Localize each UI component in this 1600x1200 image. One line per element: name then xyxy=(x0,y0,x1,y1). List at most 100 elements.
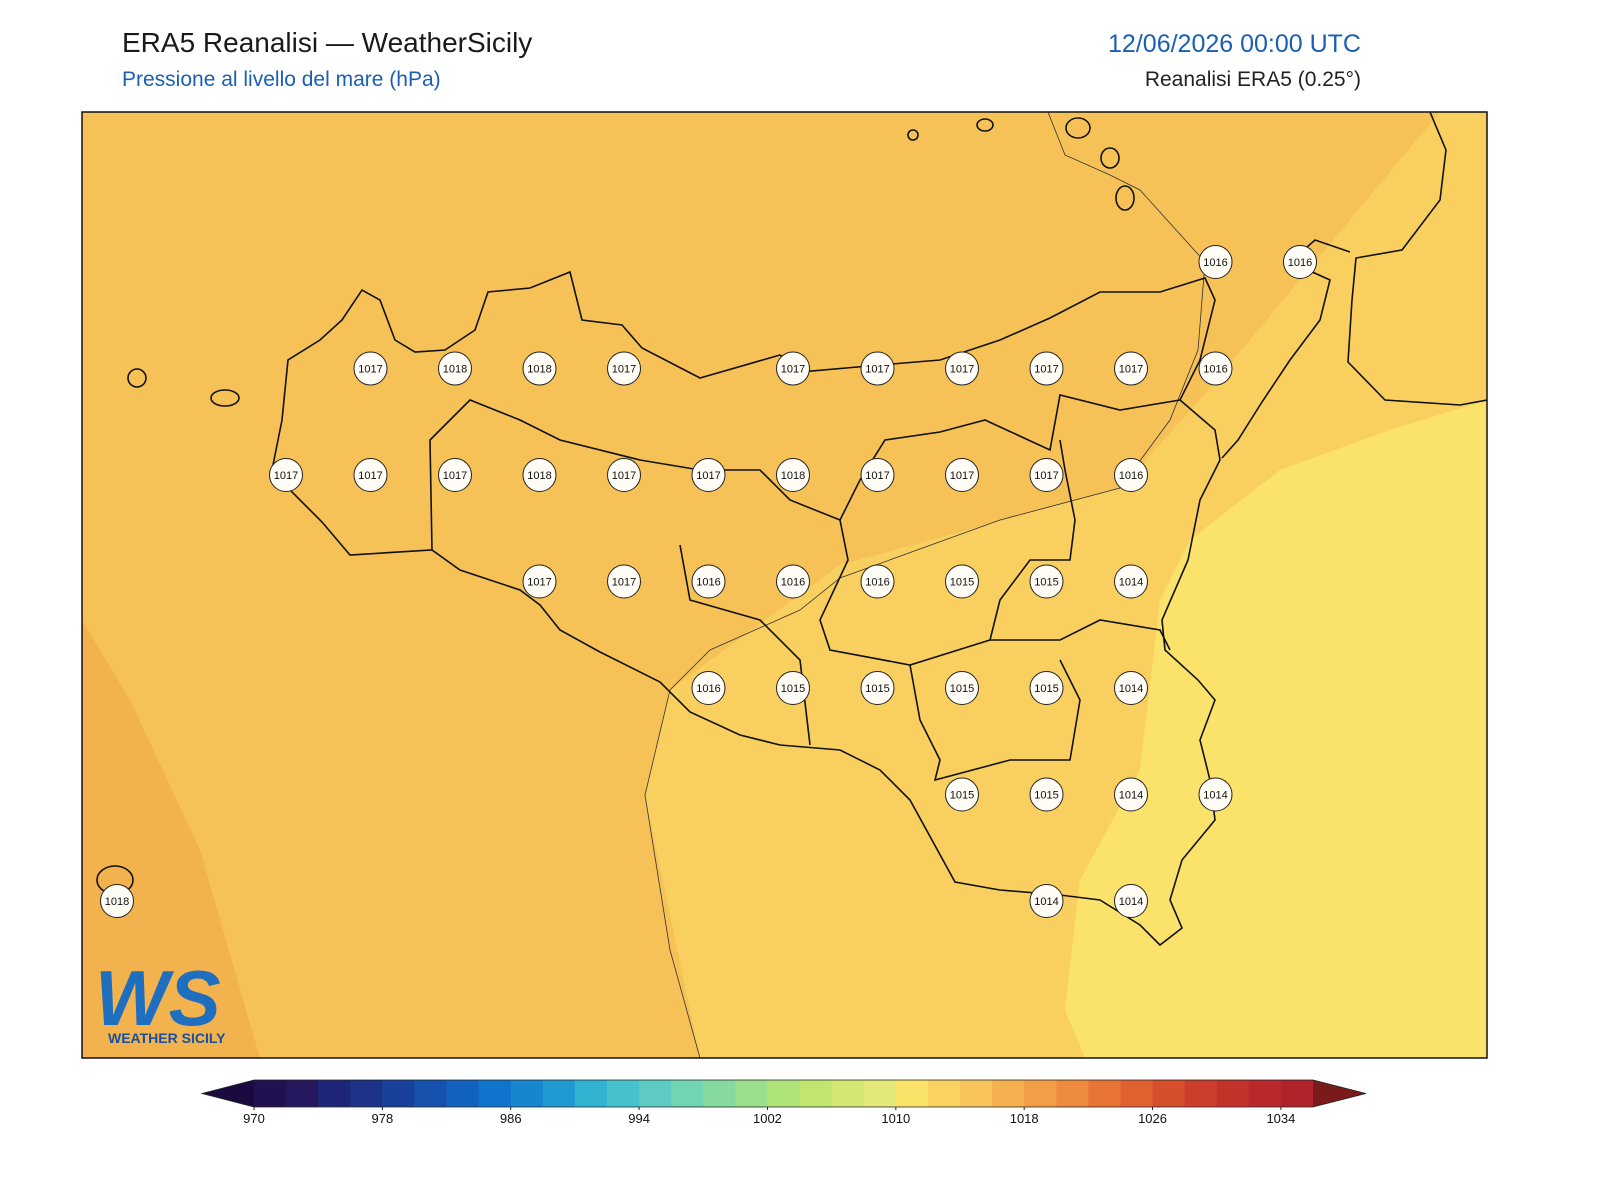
station-marker xyxy=(776,671,810,705)
subtitle: Pressione al livello del mare (hPa) xyxy=(122,68,441,91)
colorbar-box xyxy=(1280,1080,1314,1107)
colorbar-box xyxy=(446,1080,480,1107)
station-marker xyxy=(776,351,810,386)
station-marker xyxy=(607,351,641,386)
colorbar-box xyxy=(286,1080,319,1107)
station-marker xyxy=(1029,351,1064,386)
station-marker xyxy=(860,564,895,599)
station-value: 1015 xyxy=(1034,683,1058,695)
station-value: 1016 xyxy=(1119,470,1143,482)
station-value: 1017 xyxy=(781,363,805,375)
station-marker xyxy=(691,564,726,599)
station-value: 1014 xyxy=(1034,896,1058,908)
colorbar-box xyxy=(574,1080,608,1107)
colorbar-box xyxy=(542,1080,576,1107)
colorbar-box xyxy=(863,1080,897,1107)
station-marker xyxy=(776,564,810,599)
map-frame xyxy=(81,111,1488,1059)
logo-name: WEATHER SICILY xyxy=(108,1030,226,1046)
colorbar-tick-label: 1034 xyxy=(1266,1111,1295,1126)
colorbar-box xyxy=(1152,1080,1186,1107)
map: 1016 1016 1017 1018 1018 1017 1017 1017 1017 1017… xyxy=(82,112,1487,1058)
station-value: 1018 xyxy=(781,470,805,482)
station-value: 1015 xyxy=(865,683,889,695)
station-marker xyxy=(1029,671,1064,705)
stations: 1016 1016 1017 1018 1018 1017 1017 1017 1017 1017… xyxy=(100,245,1317,918)
station-value: 1017 xyxy=(358,470,382,482)
station-value: 1015 xyxy=(781,683,805,695)
station-marker xyxy=(945,351,979,386)
station-marker xyxy=(1114,564,1148,599)
datetime: 12/06/2026 00:00 UTC xyxy=(1108,30,1361,58)
station-value: 1017 xyxy=(1119,363,1143,375)
station-marker xyxy=(100,884,134,918)
station-marker xyxy=(860,671,895,705)
colorbar-box xyxy=(318,1080,351,1107)
station-value: 1018 xyxy=(527,470,551,482)
station-marker xyxy=(945,777,979,812)
station-marker xyxy=(353,351,388,386)
station-marker xyxy=(691,671,726,705)
station-value: 1017 xyxy=(950,363,974,375)
colorbar-box xyxy=(1088,1080,1121,1107)
station-value: 1017 xyxy=(612,576,636,588)
station-value: 1018 xyxy=(105,896,129,908)
colorbar-tick-label: 1018 xyxy=(1010,1111,1039,1126)
station-marker xyxy=(1283,245,1317,279)
station-marker xyxy=(945,671,979,705)
station-marker xyxy=(522,458,557,492)
colorbar-box xyxy=(671,1080,704,1107)
colorbar-box xyxy=(799,1080,833,1107)
colorbar: 970 978 986 994 1002 1010 1018 1026 1034 xyxy=(200,1079,1367,1126)
station-value: 1017 xyxy=(1034,363,1058,375)
station-marker xyxy=(691,458,726,492)
title: ERA5 Reanalisi — WeatherSicily xyxy=(122,27,532,58)
station-marker xyxy=(607,458,641,492)
station-marker xyxy=(607,564,641,599)
colorbar-tick-label: 1002 xyxy=(753,1111,782,1126)
station-value: 1017 xyxy=(865,470,889,482)
logo: WS WEATHER SICILY xyxy=(95,954,226,1046)
band xyxy=(82,620,260,1058)
colorbar-box xyxy=(478,1080,512,1107)
colorbar-tick-label: 978 xyxy=(372,1111,394,1126)
station-value: 1015 xyxy=(950,683,974,695)
station-marker xyxy=(1114,777,1148,812)
station-value: 1017 xyxy=(696,470,720,482)
station-marker xyxy=(1114,671,1148,705)
station-value: 1018 xyxy=(443,363,467,375)
station-marker xyxy=(860,458,895,492)
colorbar-box xyxy=(254,1080,287,1107)
station-marker xyxy=(1029,777,1064,812)
colorbar-box xyxy=(767,1080,801,1107)
colorbar-under xyxy=(202,1080,254,1107)
station-value: 1017 xyxy=(527,576,551,588)
station-marker xyxy=(522,351,557,386)
colorbar-box xyxy=(1056,1080,1089,1107)
colorbar-box xyxy=(414,1080,448,1107)
colorbar-box xyxy=(831,1080,865,1107)
colorbar-box xyxy=(510,1080,544,1107)
colorbar-box xyxy=(382,1080,415,1107)
station-value: 1017 xyxy=(950,470,974,482)
colorbar-box xyxy=(1248,1080,1282,1107)
band xyxy=(1065,400,1487,1058)
station-value: 1014 xyxy=(1203,789,1227,801)
colorbar-tick-label: 970 xyxy=(243,1111,265,1126)
colorbar-box xyxy=(1120,1080,1154,1107)
colorbar-box xyxy=(960,1080,993,1107)
colorbar-tick-label: 1026 xyxy=(1138,1111,1167,1126)
colorbar-box xyxy=(703,1080,736,1107)
boundary xyxy=(644,112,1206,1058)
station-value: 1016 xyxy=(1203,363,1227,375)
logo-mark: WS xyxy=(95,954,221,1042)
colorbar-box xyxy=(992,1080,1025,1107)
colorbar-tick-label: 1010 xyxy=(881,1111,910,1126)
station-marker xyxy=(1198,777,1233,812)
station-value: 1016 xyxy=(1203,257,1227,269)
station-marker xyxy=(1029,458,1064,492)
station-value: 1017 xyxy=(358,363,382,375)
station-marker xyxy=(438,458,472,492)
colorbar-box xyxy=(927,1080,961,1107)
